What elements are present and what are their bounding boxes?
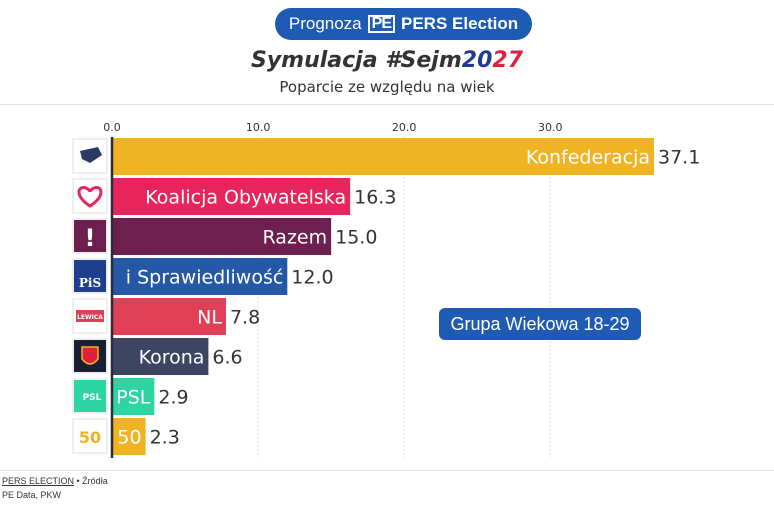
value-label: 16.3 (354, 187, 396, 209)
source-brand-link[interactable]: PERS ELECTION (2, 476, 75, 486)
bar-label: Konfederacja (526, 147, 650, 169)
pis-logo-text: PiS (79, 276, 101, 290)
source-list: PE Data, PKW (2, 490, 62, 500)
bar-label: i Sprawiedliwość (126, 267, 284, 289)
psl-logo-text: PSL (83, 393, 102, 403)
pe-logo-icon: PE (367, 15, 395, 33)
value-label: 7.8 (230, 307, 260, 329)
ko-heart-logo-icon (72, 178, 108, 214)
top-divider (0, 104, 774, 105)
badge-brand: PERS Election (400, 14, 519, 33)
bar-1 (112, 138, 654, 175)
bar-7 (112, 378, 155, 415)
bar-label: PSL (116, 387, 151, 409)
korona-shield-icon (81, 346, 99, 365)
razem-bg-icon (74, 220, 106, 252)
source-sep: • Źródła (74, 476, 108, 486)
value-label: 2.3 (150, 427, 180, 449)
50-logo-text: 50 (79, 428, 101, 447)
title-year-a: 20 (461, 48, 493, 73)
badge-prefix: Prognoza (288, 14, 362, 33)
bar-8 (112, 418, 146, 455)
x-tick-label: 10.0 (246, 121, 271, 134)
brand-badge: Prognoza PE PERS Election (275, 8, 532, 40)
bar-3 (112, 218, 332, 255)
bar-label: Koalicja Obywatelska (145, 187, 346, 209)
x-tick-label: 20.0 (392, 121, 417, 134)
heart-icon (77, 186, 103, 208)
title-year-b: 27 (492, 48, 524, 73)
lewica-bg-icon (76, 310, 104, 322)
pis-bg-icon (74, 260, 106, 292)
value-label: 2.9 (158, 387, 188, 409)
razem-logo-text: ! (85, 224, 96, 252)
value-label: 12.0 (291, 267, 333, 289)
bar-6 (112, 338, 209, 375)
bar-2 (112, 178, 351, 215)
psl-bg-icon (74, 380, 106, 412)
konfederacja-mark-icon (80, 147, 102, 163)
bar-label: Razem (263, 227, 328, 249)
x-tick-label: 30.0 (538, 121, 563, 134)
title-main: Symulacja #Sejm (250, 48, 462, 73)
bottom-divider (0, 470, 774, 471)
value-label: 37.1 (658, 147, 700, 169)
bar-label: NL (197, 307, 222, 329)
50-logo-icon (72, 418, 108, 454)
chart-title: Symulacja #Sejm2027 (0, 48, 774, 73)
chart-subtitle: Poparcie ze względu na wiek (279, 78, 495, 96)
bar-4 (112, 258, 288, 295)
lewica-logo-text: LEWICA (77, 314, 103, 321)
bar-label: 50 (117, 427, 141, 449)
value-label: 15.0 (335, 227, 377, 249)
bar-label: Korona (139, 347, 205, 369)
x-tick-label: 0.0 (103, 121, 121, 134)
value-label: 6.6 (212, 347, 242, 369)
age-group-badge: Grupa Wiekowa 18-29 (439, 308, 641, 340)
bar-5 (112, 298, 226, 335)
source-line: PERS ELECTION • Źródła (2, 476, 108, 486)
